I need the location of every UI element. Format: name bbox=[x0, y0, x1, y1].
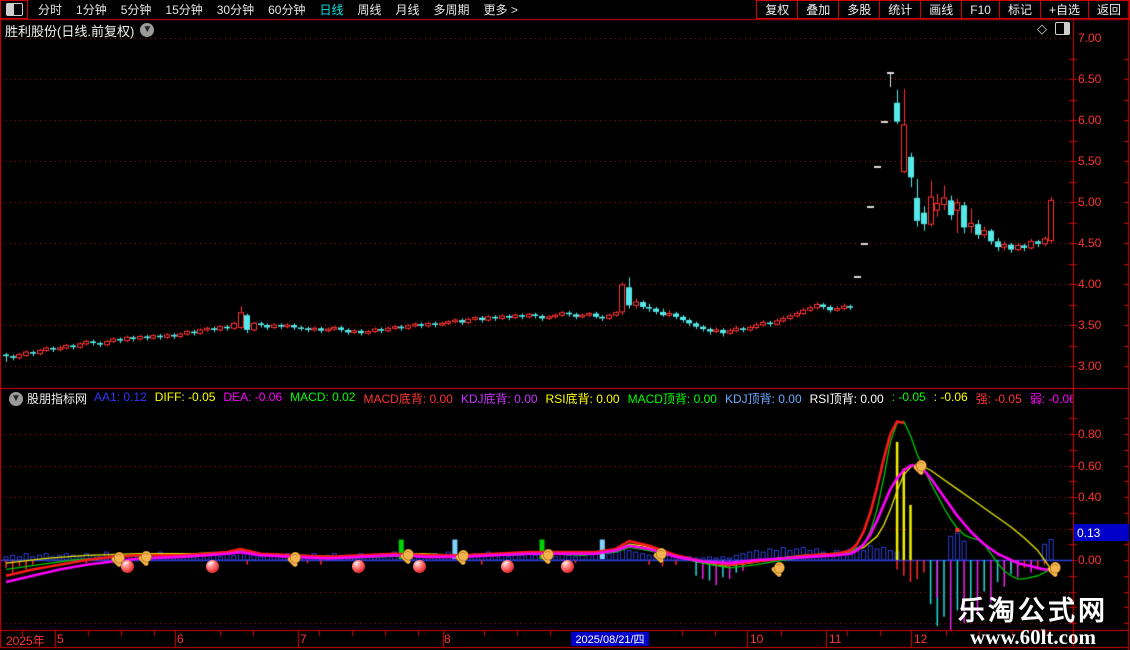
toolbar-item-9[interactable]: 多周期 bbox=[433, 3, 470, 17]
toolbar-button-6[interactable]: 标记 bbox=[998, 1, 1040, 18]
watermark-line2: www.60lt.com bbox=[970, 624, 1096, 649]
panel-toggle-icon[interactable] bbox=[1055, 22, 1070, 35]
window-icons: ◇ bbox=[1037, 22, 1070, 35]
watermark: 乐淘公式网 www.60lt.com bbox=[958, 596, 1108, 649]
indicator-field-8: KDJ顶背: 0.00 bbox=[724, 392, 802, 406]
ball-marker-sphere bbox=[413, 560, 426, 573]
diamond-icon[interactable]: ◇ bbox=[1037, 21, 1047, 36]
indicator-field-7: MACD顶背: 0.00 bbox=[627, 392, 717, 406]
toolbar-button-0[interactable]: 复权 bbox=[756, 1, 797, 18]
hand-marker-icon bbox=[397, 548, 415, 571]
toolbar-button-5[interactable]: F10 bbox=[961, 1, 999, 18]
indicator-axis-label-3: 0.00 bbox=[1078, 553, 1102, 567]
hand-marker-icon bbox=[1044, 561, 1062, 584]
toolbar-item-1[interactable]: 1分钟 bbox=[76, 3, 107, 17]
indicator-axis-label-2: 0.40 bbox=[1078, 490, 1102, 504]
toolbar-button-2[interactable]: 多股 bbox=[838, 1, 879, 18]
toolbar-button-3[interactable]: 统计 bbox=[879, 1, 920, 18]
price-axis-label-6: 4.00 bbox=[1078, 277, 1102, 291]
indicator-header: ▼ 股朋指标网 AA1: 0.12 DIFF: -0.05 DEA: -0.06 MA… bbox=[0, 390, 1073, 407]
month-label-2: 7 bbox=[300, 632, 307, 646]
indicator-chevron-icon[interactable]: ▼ bbox=[9, 391, 23, 406]
chevron-down-icon[interactable]: ▼ bbox=[140, 23, 155, 37]
month-label-6: 12 bbox=[914, 632, 928, 646]
month-label-4: 10 bbox=[750, 632, 764, 646]
indicator-fields: AA1: 0.12 DIFF: -0.05 DEA: -0.06 MACD: 0.02… bbox=[94, 390, 1073, 407]
toolbar-item-4[interactable]: 30分钟 bbox=[216, 3, 255, 17]
ball-marker-sphere bbox=[561, 560, 574, 573]
hand-marker-icon bbox=[452, 549, 470, 572]
indicator-field-6: RSI底背: 0.00 bbox=[545, 392, 620, 406]
price-axis-label-4: 5.00 bbox=[1078, 195, 1102, 209]
price-axis-label-3: 5.50 bbox=[1078, 154, 1102, 168]
ball-marker-icon bbox=[501, 560, 514, 573]
indicator-field-1: DIFF: -0.05 bbox=[154, 390, 216, 404]
ball-marker-sphere bbox=[501, 560, 514, 573]
indicator-field-12: 强: -0.05 bbox=[975, 392, 1022, 406]
hand-marker-icon bbox=[768, 561, 786, 584]
hand-marker-icon bbox=[284, 551, 302, 574]
watermark-line1: 乐淘公式网 bbox=[958, 596, 1108, 626]
selected-date-badge: 2025/08/21/四 bbox=[571, 632, 649, 646]
ball-marker-icon bbox=[206, 560, 219, 573]
toolbar-item-2[interactable]: 5分钟 bbox=[120, 3, 152, 17]
toolbar-button-8[interactable]: 返回 bbox=[1087, 1, 1130, 18]
toolbar-button-1[interactable]: 叠加 bbox=[797, 1, 838, 18]
indicator-field-11: : -0.06 bbox=[933, 390, 968, 404]
price-axis-label-8: 3.00 bbox=[1078, 359, 1102, 373]
toolbar-button-4[interactable]: 画线 bbox=[920, 1, 961, 18]
ball-marker-sphere bbox=[352, 560, 365, 573]
ball-marker-icon bbox=[121, 560, 134, 573]
ball-marker-sphere bbox=[206, 560, 219, 573]
layout-toggle-icon bbox=[5, 3, 23, 16]
indicator-axis-label-1: 0.60 bbox=[1078, 458, 1102, 473]
price-axis-label-7: 3.50 bbox=[1078, 318, 1102, 332]
toolbar-item-6[interactable]: 日线 bbox=[319, 3, 344, 17]
toolbar-item-5[interactable]: 60分钟 bbox=[268, 3, 306, 17]
last-value-badge: 0.13 bbox=[1074, 524, 1129, 541]
price-axis-label-5: 4.50 bbox=[1078, 236, 1102, 250]
indicator-field-9: RSI顶背: 0.00 bbox=[809, 392, 884, 406]
price-axis-label-0: 7.00 bbox=[1078, 31, 1102, 45]
hand-marker-icon bbox=[537, 548, 555, 571]
month-label-5: 11 bbox=[829, 632, 842, 646]
ball-marker-sphere bbox=[121, 560, 134, 573]
toolbar-item-0[interactable]: 分时 bbox=[38, 3, 63, 17]
toolbar-button-7[interactable]: +自选 bbox=[1039, 1, 1088, 18]
toolbar-item-10[interactable]: 更多 > bbox=[483, 3, 518, 17]
toolbar-item-8[interactable]: 月线 bbox=[395, 3, 420, 17]
price-axis-label-2: 6.00 bbox=[1078, 113, 1102, 127]
indicator-field-13: 弱: -0.06 bbox=[1029, 392, 1073, 406]
toolbar-item-7[interactable]: 周线 bbox=[357, 3, 382, 17]
top-toolbar: 分时 1分钟 5分钟 15分钟 30分钟 60分钟 日线 周线 月线 多周期 更多 > 复权 叠加 多股… bbox=[0, 0, 1130, 19]
title-row: 胜利股份(日线.前复权) ▼ bbox=[0, 20, 1070, 40]
indicator-field-0: AA1: 0.12 bbox=[94, 390, 147, 404]
indicator-field-2: DEA: -0.06 bbox=[223, 390, 283, 404]
ball-marker-icon bbox=[413, 560, 426, 573]
ball-marker-icon bbox=[352, 560, 365, 573]
indicator-field-5: KDJ底背: 0.00 bbox=[460, 392, 538, 406]
page-title: 胜利股份(日线.前复权) bbox=[5, 23, 135, 39]
year-label: 2025年 bbox=[6, 634, 45, 648]
hand-marker-icon bbox=[650, 547, 668, 570]
indicator-field-4: MACD底背: 0.00 bbox=[363, 392, 453, 406]
ball-marker-icon bbox=[561, 560, 574, 573]
toolbar-right-buttons: 复权 叠加 多股 统计 画线 F10 标记 +自选 返回 bbox=[756, 0, 1130, 19]
hand-marker-icon bbox=[135, 550, 153, 573]
month-label-1: 6 bbox=[177, 632, 184, 646]
layout-toggle-button[interactable] bbox=[0, 0, 28, 19]
indicator-axis-label-0: 0.80 bbox=[1078, 427, 1102, 441]
indicator-field-3: MACD: 0.02 bbox=[290, 390, 356, 404]
period-menu: 分时 1分钟 5分钟 15分钟 30分钟 60分钟 日线 周线 月线 多周期 更多 > bbox=[28, 0, 756, 19]
month-label-0: 5 bbox=[57, 632, 64, 646]
month-label-3: 8 bbox=[444, 632, 451, 646]
indicator-field-10: : -0.05 bbox=[891, 390, 926, 404]
indicator-source: ▼ 股朋指标网 bbox=[3, 390, 87, 407]
price-axis-label-1: 6.50 bbox=[1078, 72, 1102, 86]
hand-marker-icon bbox=[910, 459, 928, 482]
toolbar-item-3[interactable]: 15分钟 bbox=[165, 3, 203, 17]
indicator-source-label: 股朋指标网 bbox=[27, 392, 88, 406]
